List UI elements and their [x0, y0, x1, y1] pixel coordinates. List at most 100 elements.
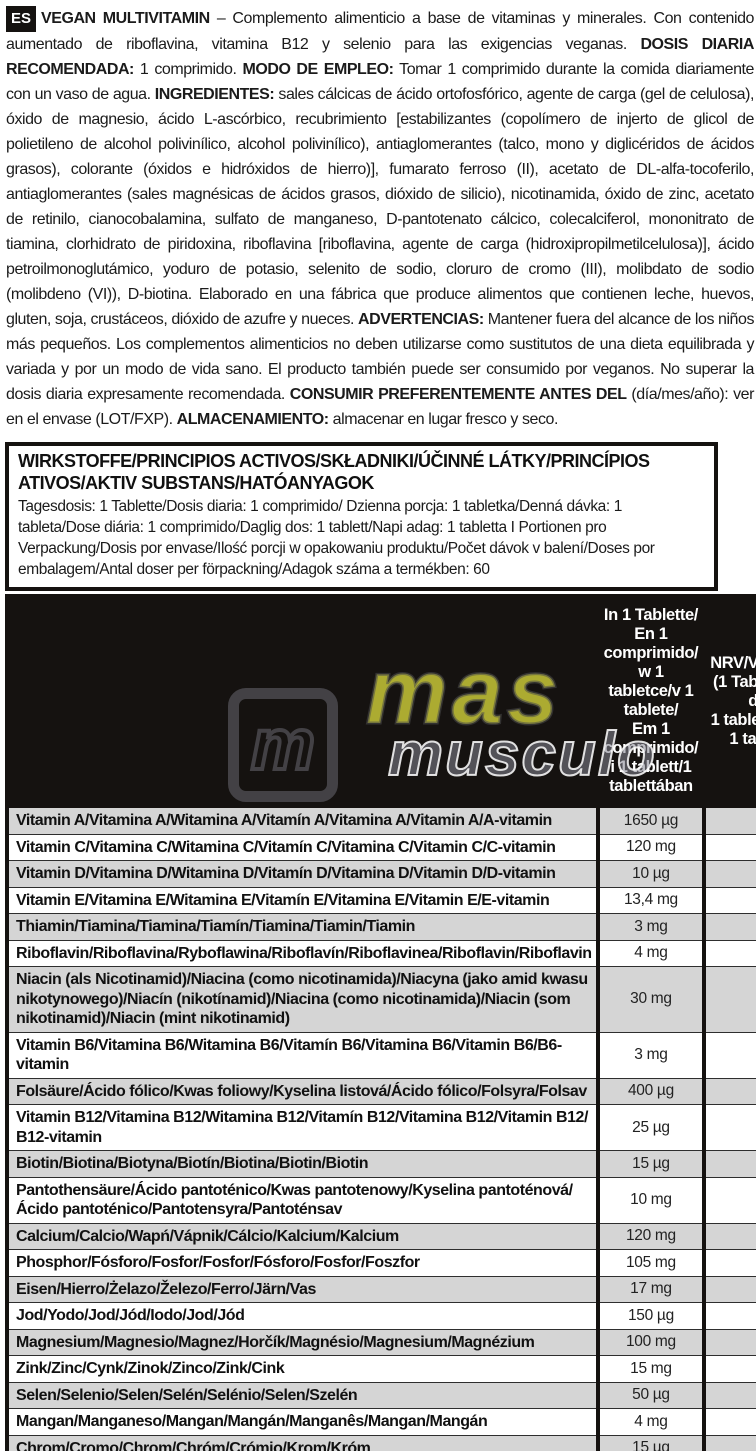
nutrient-table: In 1 Tablette/ En 1 comprimido/ w 1 tabl… [5, 594, 756, 1451]
table-row: Pantothensäure/Ácido pantoténico/Kwas pa… [5, 1176, 756, 1224]
nutrient-amount: 10 mg [595, 1176, 707, 1224]
nutrient-nrv: 214% [702, 1031, 756, 1079]
nutrient-amount: 13,4 mg [595, 886, 707, 915]
nutrient-amount: 17 mg [595, 1275, 707, 1304]
header-row: In 1 Tablette/ En 1 comprimido/ w 1 tabl… [5, 594, 756, 809]
nutrient-name: Calcium/Calcio/Wapń/Vápnik/Cálcio/Kalciu… [5, 1222, 600, 1251]
nutrient-amount: 3 mg [595, 1031, 707, 1079]
intro-bold-label: ADVERTENCIAS: [358, 311, 484, 328]
nutrient-amount: 15 mg [595, 1355, 707, 1383]
nutrient-name: Niacin (als Nicotinamid)/Niacina (como n… [5, 966, 600, 1033]
intro-bold-label: INGREDIENTES: [154, 86, 275, 103]
nutrient-amount: 15 µg [595, 1434, 707, 1451]
table-row: Vitamin E/Vitamina E/Witamina E/Vitamín … [5, 886, 756, 915]
nutrient-nrv: 27% [702, 1328, 756, 1357]
nutrient-table-body: Vitamin A/Vitamina A/Witamina A/Vitamín … [5, 805, 756, 1451]
nutrient-nrv: 200% [702, 860, 756, 888]
nutrient-name: Folsäure/Ácido fólico/Kwas foliowy/Kysel… [5, 1077, 600, 1106]
table-row: Phosphor/Fósforo/Fosfor/Fosfor/Fósforo/F… [5, 1249, 756, 1277]
nutrient-name: Biotin/Biotina/Biotyna/Biotín/Biotina/Bi… [5, 1150, 600, 1178]
nutrient-amount: 1650 µg [595, 805, 707, 835]
table-row: Folsäure/Ácido fólico/Kwas foliowy/Kysel… [5, 1077, 756, 1106]
intro-run: Mantener fuera del alcance de los niños … [6, 311, 754, 403]
nutrient-amount: 10 µg [595, 860, 707, 888]
nutrient-name: Thiamin/Tiamina/Tiamina/Tiamín/Tiamina/T… [5, 913, 600, 941]
nutrient-amount: 25 µg [595, 1104, 707, 1152]
nutrient-name: Riboflavin/Riboflavina/Ryboflawina/Ribof… [5, 939, 600, 968]
active-substances-body: Tagesdosis: 1 Tablette/Dosis diaria: 1 c… [18, 498, 655, 579]
header-nrv-column: NRV/VRN/RWS/RVH/RI* (1 Tablette/1 compri… [702, 594, 756, 809]
nutrient-name: Mangan/Manganeso/Mangan/Mangán/Manganês/… [5, 1408, 600, 1436]
nutrient-nrv: 188% [702, 966, 756, 1033]
nutrient-name: Vitamin C/Vitamina C/Witamina C/Vitamín … [5, 833, 600, 862]
intro-run: 1 comprimido. [133, 61, 243, 78]
table-row: Selen/Selenio/Selen/Selén/Selénio/Selen/… [5, 1381, 756, 1410]
nutrient-nrv: 100% [702, 1302, 756, 1330]
table-row: Vitamin B6/Vitamina B6/Witamina B6/Vitam… [5, 1031, 756, 1079]
nutrient-name: Vitamin B6/Vitamina B6/Witamina B6/Vitam… [5, 1031, 600, 1079]
nutrient-nrv: 30% [702, 1150, 756, 1178]
nutrient-amount: 100 mg [595, 1328, 707, 1357]
intro-run: sales cálcicas de ácido ortofosfórico, a… [6, 86, 754, 328]
nutrient-amount: 4 mg [595, 939, 707, 968]
intro-bold-label: CONSUMIR PREFERENTEMENTE ANTES DEL [289, 386, 627, 403]
nutrient-nrv: 286% [702, 939, 756, 968]
intro-bold-label: MODO DE EMPLEO: [242, 61, 394, 78]
nutrient-name: Magnesium/Magnesio/Magnez/Horčík/Magnési… [5, 1328, 600, 1357]
active-substances-box: WIRKSTOFFE/PRINCIPIOS ACTIVOS/SKŁADNIKI/… [5, 442, 718, 592]
intro-bold-label: VEGAN MULTIVITAMIN [41, 10, 210, 27]
intro-bold-label: ALMACENAMIENTO: [176, 411, 330, 428]
nutrient-name: Chrom/Cromo/Chrom/Chróm/Crómio/Krom/Króm [5, 1434, 600, 1451]
table-row: Niacin (als Nicotinamid)/Niacina (como n… [5, 966, 756, 1033]
table-row: Riboflavin/Riboflavina/Ryboflawina/Ribof… [5, 939, 756, 968]
nutrient-name: Selen/Selenio/Selen/Selén/Selénio/Selen/… [5, 1381, 600, 1410]
table-row: Zink/Zinc/Cynk/Zinok/Zinco/Zink/Cink 15 m… [5, 1355, 756, 1383]
nutrient-nrv: 1000% [702, 1104, 756, 1152]
table-row: Mangan/Manganeso/Mangan/Mangán/Manganês/… [5, 1408, 756, 1436]
nutrient-name: Jod/Yodo/Jod/Jód/Iodo/Jod/Jód [5, 1302, 600, 1330]
intro-run: – Complemento alimenticio a base de vita… [6, 10, 754, 53]
nutrient-nrv: 167% [702, 1176, 756, 1224]
nutrient-nrv: 15% [702, 1222, 756, 1251]
nutrient-name: Eisen/Hierro/Żelazo/Železo/Ferro/Järn/Va… [5, 1275, 600, 1304]
nutrient-name: Vitamin D/Vitamina D/Witamina D/Vitamín … [5, 860, 600, 888]
nutrient-amount: 15 µg [595, 1150, 707, 1178]
table-row: Thiamin/Tiamina/Tiamina/Tiamín/Tiamina/T… [5, 913, 756, 941]
nutrient-name: Vitamin E/Vitamina E/Witamina E/Vitamín … [5, 886, 600, 915]
nutrient-name: Zink/Zinc/Cynk/Zinok/Zinco/Zink/Cink [5, 1355, 600, 1383]
nutrient-name: Vitamin A/Vitamina A/Witamina A/Vitamín … [5, 805, 600, 835]
nutrient-nrv: 273% [702, 913, 756, 941]
nutrient-nrv: 200% [702, 1408, 756, 1436]
nutrient-amount: 120 mg [595, 833, 707, 862]
intro-run: almacenar en lugar fresco y seco. [328, 411, 559, 428]
language-badge: ES [6, 6, 37, 32]
nutrient-nrv: 38% [702, 1434, 756, 1451]
intro-text: ES VEGAN MULTIVITAMIN – Complemento alime… [6, 6, 754, 432]
nutrient-amount: 3 mg [595, 913, 707, 941]
header-amount-column: In 1 Tablette/ En 1 comprimido/ w 1 tabl… [595, 594, 707, 809]
nutrient-nrv: 206% [702, 805, 756, 835]
intro-run: Tomar 1 comprimido durante la comida dia… [6, 61, 754, 103]
nutrient-nrv: 121% [702, 1275, 756, 1304]
nutrient-amount: 150 µg [595, 1302, 707, 1330]
nutrient-amount: 400 µg [595, 1077, 707, 1106]
table-row: Calcium/Calcio/Wapń/Vápnik/Cálcio/Kalciu… [5, 1222, 756, 1251]
table-row: Vitamin A/Vitamina A/Witamina A/Vitamín … [5, 805, 756, 835]
nutrient-amount: 105 mg [595, 1249, 707, 1277]
nutrient-nrv: 200% [702, 1077, 756, 1106]
nutrient-amount: 120 mg [595, 1222, 707, 1251]
table-row: Vitamin B12/Vitamina B12/Witamina B12/Vi… [5, 1104, 756, 1152]
nutrient-amount: 30 mg [595, 966, 707, 1033]
nutrient-nrv: 112% [702, 886, 756, 915]
nutrient-amount: 4 mg [595, 1408, 707, 1436]
nutrient-name: Pantothensäure/Ácido pantoténico/Kwas pa… [5, 1176, 600, 1224]
nutrient-nrv: 91% [702, 1381, 756, 1410]
table-row: Chrom/Cromo/Chrom/Chróm/Crómio/Krom/Króm… [5, 1434, 756, 1451]
table-row: Magnesium/Magnesio/Magnez/Horčík/Magnési… [5, 1328, 756, 1357]
active-substances-title: WIRKSTOFFE/PRINCIPIOS ACTIVOS/SKŁADNIKI/… [18, 451, 650, 493]
nutrient-nrv: 150% [702, 1355, 756, 1383]
nutrient-name: Phosphor/Fósforo/Fosfor/Fosfor/Fósforo/F… [5, 1249, 600, 1277]
intro-run: (día/mes/año): ver en el envase (LOT/FXP… [6, 386, 754, 428]
